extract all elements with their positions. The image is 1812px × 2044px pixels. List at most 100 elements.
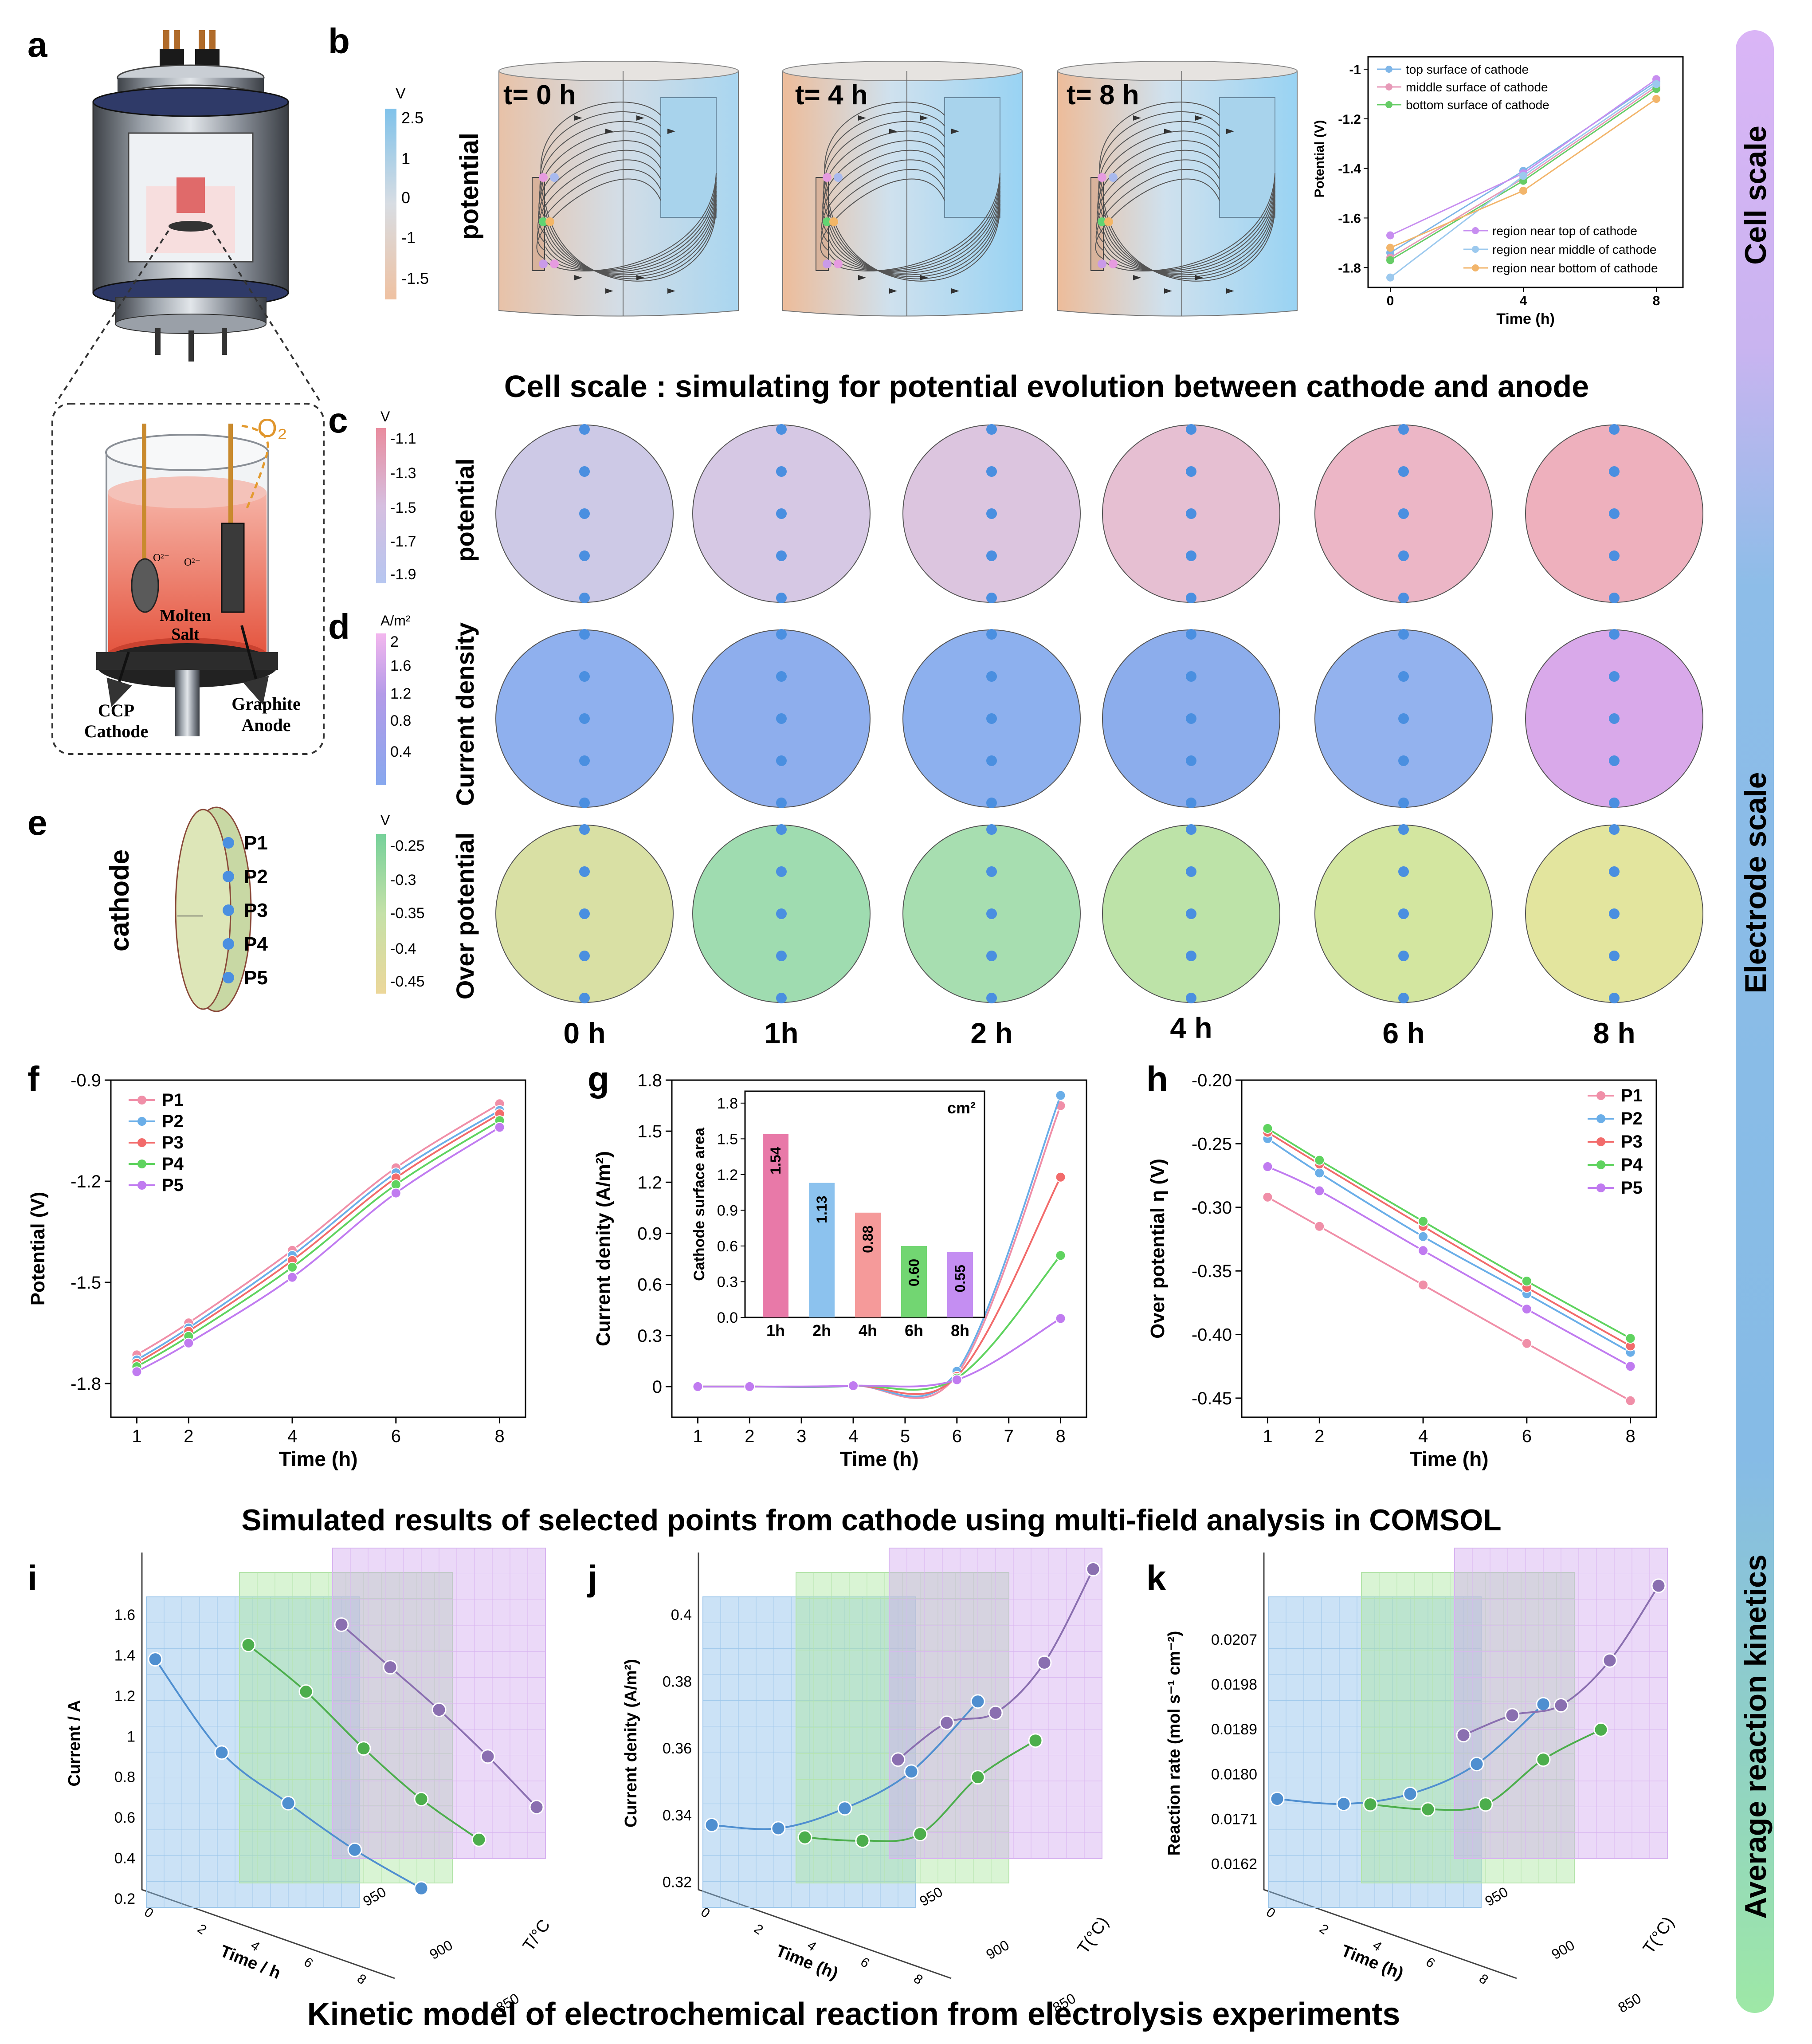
legend-label: P5 [1621,1178,1643,1198]
probe-point [823,173,831,182]
probe-point [539,173,548,182]
colorbar-c [376,428,386,583]
x-tick-label: 0 [1387,294,1394,308]
data-point [1314,1221,1325,1232]
legend-marker [137,1160,146,1168]
time-label: 6 h [1382,1017,1424,1050]
colorbar-d [376,633,386,785]
colorbar-over [376,834,386,994]
data-point [1418,1231,1429,1242]
point-dot [1609,424,1620,435]
x-axis-label: Time (h) [1409,1447,1488,1470]
streamline [1097,149,1220,236]
data-point [1418,1279,1429,1290]
colorbar-b-tick: 1 [401,149,410,168]
panel-letter-i: i [27,1558,37,1598]
bar-value-label: 0.60 [906,1259,922,1286]
x-tick-label: 2 [1314,1427,1324,1446]
series-line [136,1103,500,1356]
y-tick-label: -0.9 [71,1071,101,1090]
data-point [1314,1167,1325,1179]
point-label: P2 [244,866,268,888]
point-dot [579,593,590,603]
chart-j: 0.32 0.34 0.36 0.38 0.4 Current denity (A/m²)… [622,1548,1113,2016]
streamline-arrow [858,275,866,280]
y-tick-label: -1.4 [1338,162,1361,177]
inset-bar [763,1134,788,1317]
inset-bar [855,1212,881,1317]
x-tick-label: 1 [693,1427,702,1446]
x-tick-label: 2 [751,1921,766,1938]
point-dot [776,713,787,724]
x-tick-label: 6 [1522,1427,1532,1446]
data-point [1652,95,1660,103]
time-label: 0 h [563,1017,605,1050]
series-line [136,1113,500,1364]
side-label-electrode-scale: Electrode scale [1739,772,1773,994]
data-point [431,1702,447,1718]
point-dot [776,593,787,603]
streamline [829,195,1000,275]
z-axis-label: T(°C) [1639,1914,1678,1958]
probe-point [1109,173,1118,182]
panel-a-cell-illustration: O₂ O²⁻ O²⁻ Molten Salt CCP Cathode Graph… [51,30,325,755]
legend-label: P2 [1621,1109,1643,1128]
bar-value-label: 0.88 [860,1226,876,1253]
point-dot [1186,466,1196,477]
data-point [383,1660,398,1675]
streamline [820,178,945,259]
legend-marker [1385,66,1392,73]
time-label: 8 h [1593,1017,1635,1050]
data-point [494,1122,505,1133]
point-label: P1 [244,832,268,854]
chart-k: 0.0162 0.0171 0.0180 0.0189 0.0198 0.0207 Reac… [1165,1548,1678,2016]
streamline [823,130,945,220]
point-dot [776,424,787,435]
point-dot [1398,908,1409,919]
point-dot [986,671,997,682]
colorbar-d-tick: 0.8 [390,712,411,729]
point-dot [1398,713,1409,724]
point-dot [1186,824,1196,835]
colorbar-b-tick: 0 [401,189,410,207]
legend-marker [137,1117,146,1126]
streamline [1099,102,1220,196]
point-dot [1609,824,1620,835]
cell-snapshot [782,61,1023,317]
streamline-arrow [1195,275,1203,280]
legend-label: P2 [162,1112,184,1131]
legend-marker [1596,1114,1605,1123]
colorbar-b-unit: V [396,85,406,102]
data-point [1055,1313,1066,1324]
point-dot [986,629,997,640]
streamline-arrow [1133,275,1141,280]
plot-frame [1241,1079,1657,1418]
data-point [970,1770,985,1785]
legend-marker [137,1096,146,1105]
legend-marker [1385,101,1392,108]
point-dot [579,550,590,561]
legend-marker [1472,264,1479,271]
streamline [829,186,1000,272]
colorbar-over-tick: -0.35 [390,905,425,922]
data-point [1386,256,1394,264]
streamline [820,169,945,252]
point-dot [986,798,997,808]
data-point [241,1637,256,1652]
series-line [1267,1131,1631,1347]
panel-letter-d: d [328,607,350,646]
cell-top [498,61,739,81]
data-point [1262,1191,1273,1203]
series-line [1267,1166,1631,1368]
panel-letter-f: f [27,1059,39,1099]
streamline-arrow [605,129,613,134]
probe-point [834,173,843,182]
y-tick-label: 0.36 [663,1740,692,1757]
point-dot [1609,550,1620,561]
electrode-disk-grid [495,424,1703,1003]
side-label-average-kinetics: Average reaction kinetics [1739,1554,1773,1918]
colorbar-d-tick: 1.6 [390,657,411,674]
y-tick-label: 0.0180 [1211,1766,1257,1783]
streamline [539,121,661,212]
point-dot [986,508,997,519]
